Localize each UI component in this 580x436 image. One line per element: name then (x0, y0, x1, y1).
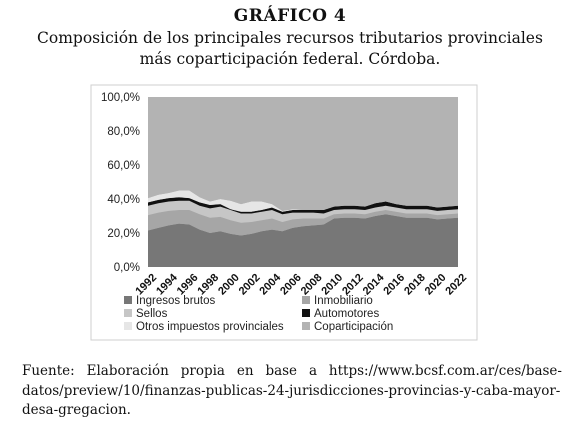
legend-swatch-coparticipacion (302, 322, 310, 330)
area-series-coparticipacion (148, 97, 458, 211)
stacked-area-chart: 0,0%20,0%40,0%60,0%80,0%100,0% 199219941… (90, 84, 478, 341)
y-tick-label: 80,0% (107, 126, 140, 138)
y-tick-label: 60,0% (107, 160, 140, 172)
area-series-automotores (148, 197, 458, 215)
source-note: Fuente: Elaboración propia en base a htt… (22, 362, 562, 421)
chart-title-line-2: más coparticipación federal. Córdoba. (139, 50, 441, 68)
legend-swatch-automotores (302, 309, 310, 317)
legend-swatch-ingresos-brutos (124, 296, 132, 304)
chart-title-line-1: Composición de los principales recursos … (37, 29, 543, 47)
legend-label-coparticipacion: Coparticipación (314, 321, 393, 333)
y-tick-label: 0,0% (114, 262, 140, 274)
area-series-sellos (148, 200, 458, 223)
legend-swatch-otros-impuestos-provinciales (124, 322, 132, 330)
y-tick-label: 40,0% (107, 194, 140, 206)
area-series-inmobiliario (148, 210, 458, 236)
source-prefix: Fuente: (22, 363, 75, 379)
legend-swatch-inmobiliario (302, 296, 310, 304)
legend-label-inmobiliario: Inmobiliario (314, 295, 373, 307)
area-series-ingresos-brutos (148, 214, 458, 267)
legend-label-automotores: Automotores (314, 308, 379, 320)
area-series-otros-impuestos-provinciales (148, 190, 458, 212)
source-text: Elaboración propia en base a https://www… (22, 363, 562, 418)
y-tick-label: 20,0% (107, 228, 140, 240)
figure-label: GRÁFICO 4 (233, 6, 347, 26)
legend-swatch-sellos (124, 309, 132, 317)
legend-label-ingresos-brutos: Ingresos brutos (136, 295, 216, 307)
legend-label-sellos: Sellos (136, 308, 168, 320)
legend-label-otros-impuestos-provinciales: Otros impuestos provinciales (136, 321, 284, 333)
y-tick-label: 100,0% (101, 92, 140, 104)
